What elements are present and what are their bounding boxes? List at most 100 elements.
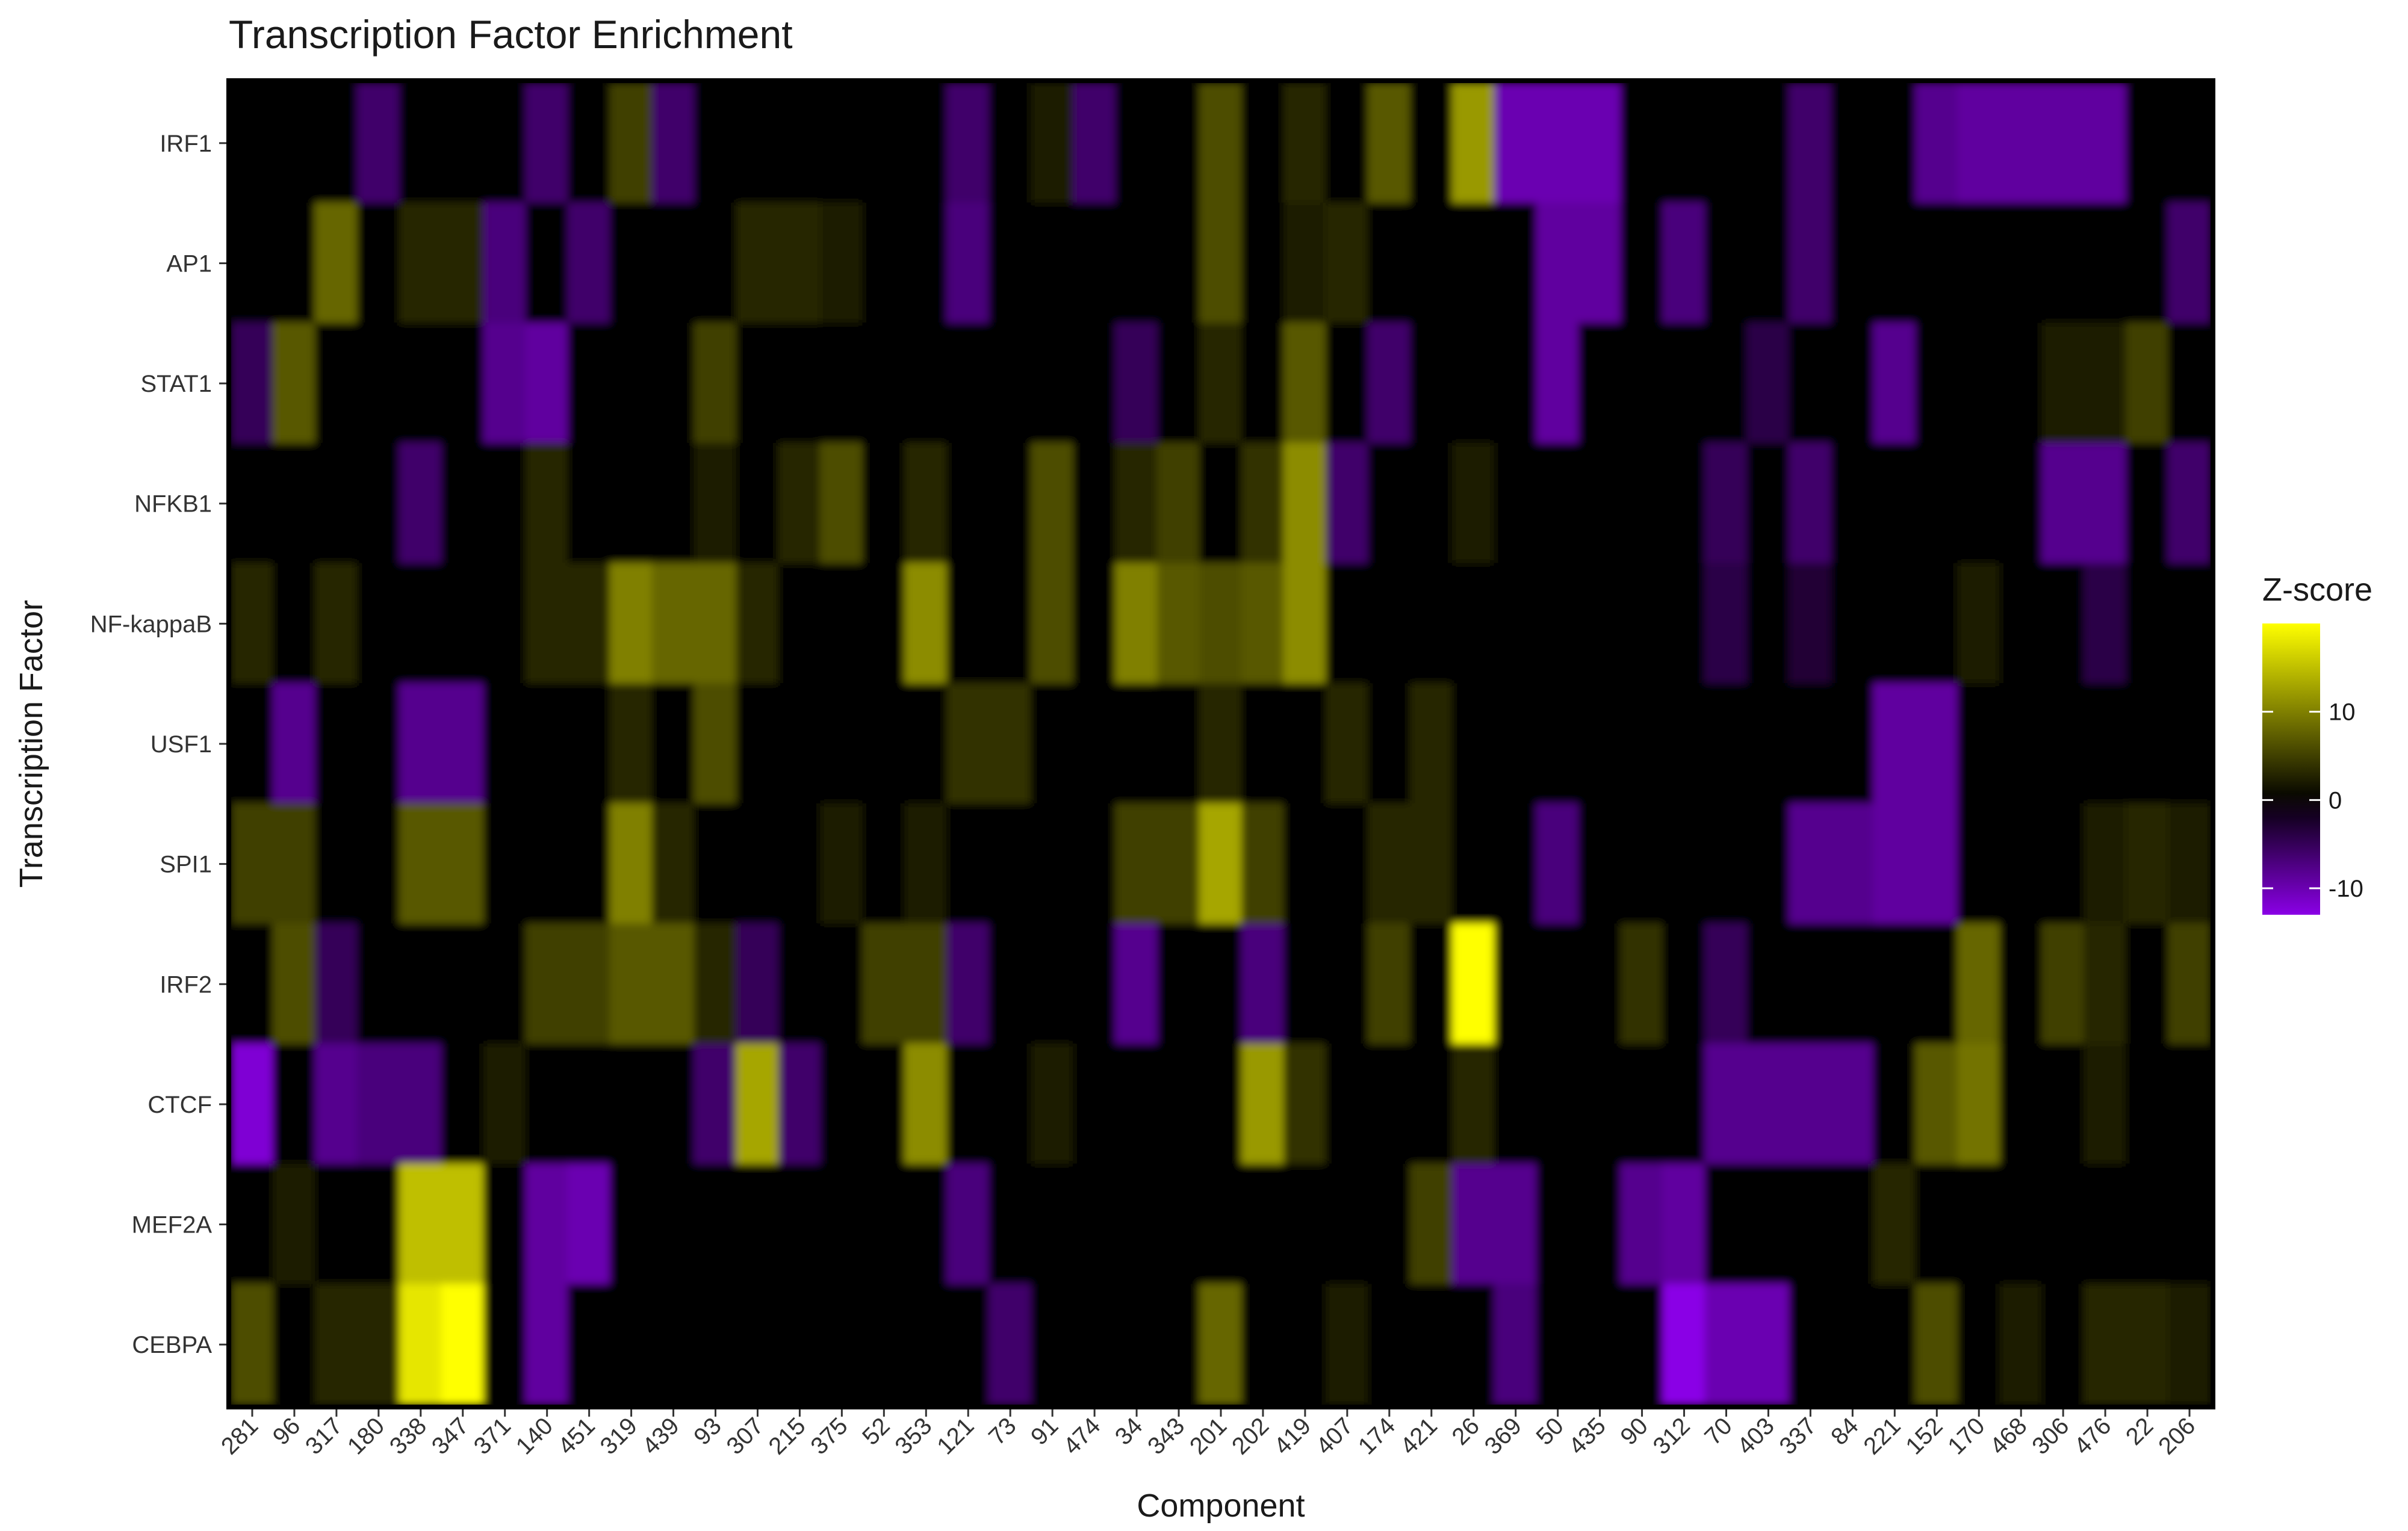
heatmap-cell [609,1163,653,1285]
heatmap-cell [1620,202,1664,324]
heatmap-cell [1578,442,1622,564]
legend-tick-label: -10 [2329,876,2363,902]
heatmap-cell [820,923,864,1045]
heatmap-cell [1662,1284,1706,1405]
heatmap-cell [1662,683,1706,805]
heatmap-cell [946,1163,990,1285]
heatmap-cells [231,83,2211,1405]
heatmap-cell [2041,563,2085,685]
heatmap-cell [567,563,611,685]
heatmap-cell [1325,202,1369,324]
heatmap-cell [988,683,1032,805]
heatmap-cell [1367,923,1411,1045]
x-tick-label: 369 [1480,1412,1527,1459]
heatmap-cell [1873,683,1917,805]
heatmap-cell [1367,202,1411,324]
heatmap-cell [1367,442,1411,564]
heatmap-cell [525,83,569,204]
heatmap-cell [820,1163,864,1285]
heatmap-cell [694,1163,737,1285]
heatmap-cell [1451,1044,1495,1165]
heatmap-cell [525,1044,569,1165]
heatmap-cell [988,923,1032,1045]
heatmap-cell [1831,923,1875,1045]
heatmap-cell [399,1284,442,1405]
heatmap-cell [1915,323,1959,444]
x-tick-label: 73 [984,1412,1022,1450]
heatmap-cell [1409,923,1453,1045]
heatmap-cell [441,323,485,444]
heatmap-cell [778,683,822,805]
heatmap-cell [1704,202,1748,324]
heatmap-cell [609,803,653,925]
x-tick-label: 70 [1699,1412,1737,1450]
heatmap-cell [1367,1163,1411,1285]
heatmap-cell [1367,683,1411,805]
heatmap-cell [1999,83,2043,204]
heatmap-cell [231,563,274,685]
heatmap-cell [1831,83,1875,204]
heatmap-cell [1831,683,1875,805]
heatmap-cell [1999,923,2043,1045]
heatmap-cell [1031,202,1075,324]
heatmap-cell [399,83,442,204]
heatmap-cell [1115,83,1159,204]
heatmap-cell [1873,202,1917,324]
heatmap-cell [1915,1163,1959,1285]
heatmap-cell [1451,202,1495,324]
heatmap-cell [1873,1044,1917,1165]
heatmap-cell [1241,683,1285,805]
heatmap-cell [651,442,695,564]
heatmap-cell [483,323,527,444]
heatmap-cell [2168,803,2211,925]
heatmap-cell [2168,442,2211,564]
heatmap-cell [2041,1044,2085,1165]
heatmap-cell [1073,1284,1117,1405]
heatmap-cell [314,1044,358,1165]
heatmap-cell [231,1044,274,1165]
heatmap-cell [2041,202,2085,324]
x-tick-label: 419 [1269,1412,1316,1459]
heatmap-cell [820,803,864,925]
heatmap-cell [314,1163,358,1285]
heatmap-cell [483,563,527,685]
heatmap-cell [1620,83,1664,204]
heatmap-cell [820,1284,864,1405]
x-tick-label: 34 [1110,1412,1148,1450]
heatmap-cell [736,803,780,925]
y-tick-label: STAT1 [140,371,212,397]
heatmap-cell [651,683,695,805]
heatmap-cell [694,563,737,685]
x-tick-label: 407 [1311,1412,1358,1459]
heatmap-cell [1831,1163,1875,1285]
heatmap-cell [651,83,695,204]
heatmap-cell [1789,442,1832,564]
heatmap-cell [1325,683,1369,805]
heatmap-cell [525,803,569,925]
x-tick-label: 93 [689,1412,727,1450]
heatmap-cell [1873,442,1917,564]
heatmap-cell [862,1284,906,1405]
heatmap-cell [1831,1284,1875,1405]
heatmap-cell [441,1163,485,1285]
heatmap-cell [1957,923,2001,1045]
heatmap-cell [356,563,400,685]
y-tick-label: NF-kappaB [90,611,212,637]
heatmap-cell [1578,83,1622,204]
heatmap-cell [904,442,948,564]
heatmap-cell [399,803,442,925]
heatmap-cell [1031,563,1075,685]
heatmap-cell [1662,323,1706,444]
y-tick-label: CEBPA [132,1332,212,1358]
heatmap-cell [820,323,864,444]
heatmap-cell [1578,683,1622,805]
heatmap-cell [1031,323,1075,444]
x-tick-label: 319 [595,1412,642,1459]
heatmap-cell [1031,923,1075,1045]
heatmap-cell [567,1284,611,1405]
heatmap-cell [1325,1044,1369,1165]
heatmap-cell [1831,1044,1875,1165]
heatmap-cell [1620,803,1664,925]
heatmap-cell [1115,683,1159,805]
heatmap-cell [1325,323,1369,444]
